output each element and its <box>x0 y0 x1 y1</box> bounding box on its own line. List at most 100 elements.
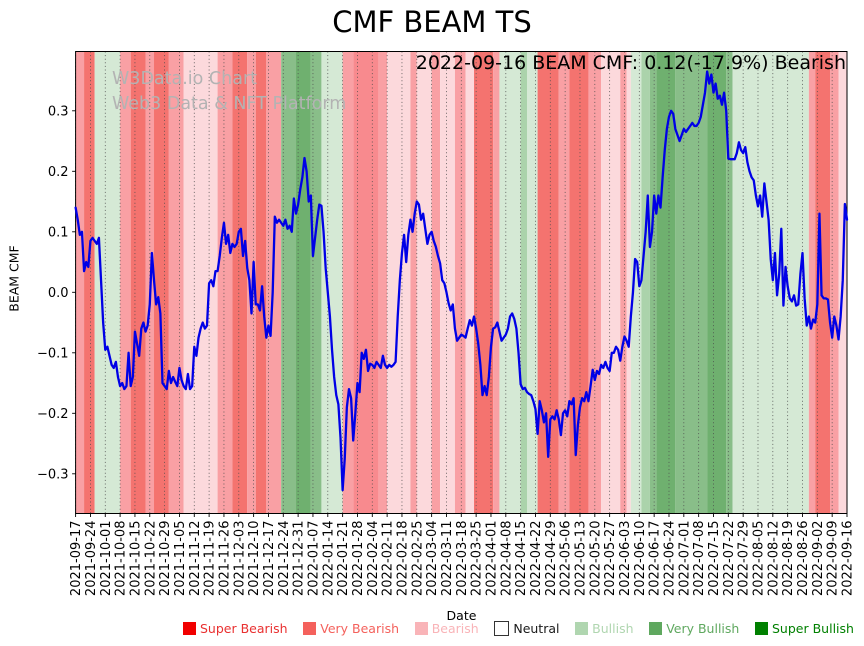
x-tick-label: 2022-08-19 <box>781 521 796 597</box>
sentiment-band-bearish_faint <box>626 51 631 514</box>
x-tick-label: 2021-09-17 <box>69 521 84 597</box>
sentiment-band-very_bearish <box>232 51 248 514</box>
sentiment-band-bearish <box>620 51 627 514</box>
cmf-line <box>74 70 849 492</box>
x-tick-label: 2022-01-07 <box>306 521 321 597</box>
x-tick-label: 2022-01-28 <box>351 521 366 597</box>
x-tick-label: 2022-02-11 <box>381 521 396 597</box>
sentiment-band-bearish <box>217 51 233 514</box>
x-tick-label: 2021-10-15 <box>128 521 143 597</box>
x-tick-label: 2021-10-22 <box>143 521 158 597</box>
x-tick-label: 2022-07-29 <box>737 521 752 597</box>
sentiment-band-bearish_faint <box>601 51 621 514</box>
legend-label: Very Bullish <box>666 621 740 636</box>
x-tick-label: 2021-11-26 <box>217 521 232 597</box>
y-tick-label: 0.2 <box>48 165 69 180</box>
sentiment-band-bearish <box>454 51 466 514</box>
latest-value-annotation: 2022-09-16 BEAM CMF: 0.12(-17.9%) Bearis… <box>415 52 846 74</box>
x-tick-label: 2022-05-06 <box>559 521 574 597</box>
legend-item-very-bearish: Very Bearish <box>303 621 399 636</box>
sentiment-band-bearish <box>120 51 131 514</box>
legend-label: Super Bearish <box>200 621 288 636</box>
x-tick-label: 2022-07-08 <box>692 521 707 597</box>
y-axis-label: BEAM CMF <box>6 245 22 312</box>
watermark: W3Data.io Chart Web3 Data & NFT Platform <box>112 67 346 117</box>
x-tick-label: 2021-11-12 <box>188 521 203 597</box>
legend-swatch <box>414 622 428 635</box>
legend-swatch <box>755 622 768 635</box>
x-tick-label: 2022-05-27 <box>603 521 618 597</box>
x-tick-label: 2022-09-09 <box>826 521 841 597</box>
x-tick-label: 2022-07-15 <box>707 521 722 597</box>
sentiment-band-very_bearish <box>474 51 494 514</box>
x-tick-label: 2022-02-04 <box>366 521 381 597</box>
sentiment-band-bullish_faint <box>321 51 343 514</box>
sentiment-band-very_bearish <box>815 51 831 514</box>
x-tick-label: 2021-12-31 <box>292 521 307 597</box>
x-tick-label: 2022-06-03 <box>618 521 633 597</box>
y-tick-label: −0.1 <box>37 346 69 361</box>
y-tick-label: −0.3 <box>37 467 69 482</box>
x-tick-label: 2021-10-29 <box>158 521 173 597</box>
x-tick-label: 2022-03-04 <box>425 521 440 597</box>
legend-item-bullish: Bullish <box>575 621 634 636</box>
sentiment-band-bullish <box>641 51 650 514</box>
x-tick-label: 2022-08-05 <box>751 521 766 597</box>
x-tick-label: 2022-08-12 <box>766 521 781 597</box>
x-tick-label: 2022-04-29 <box>544 521 559 597</box>
sentiment-legend: Super Bearish Very Bearish Bearish Neutral B… <box>183 621 854 636</box>
x-tick-label: 2021-12-24 <box>277 521 292 597</box>
x-tick-label: 2022-03-11 <box>440 521 455 597</box>
watermark-line-2: Web3 Data & NFT Platform <box>112 94 347 114</box>
sentiment-band-bullish_faint <box>732 51 809 514</box>
y-tick-label: −0.2 <box>37 407 69 422</box>
sentiment-band-bullish_faint <box>499 51 521 514</box>
legend-swatch <box>303 622 317 635</box>
legend-swatch <box>183 622 196 635</box>
sentiment-band-bearish_faint <box>416 51 432 514</box>
legend-swatch <box>649 622 663 635</box>
sentiment-band-bearish <box>342 51 354 514</box>
sentiment-band-very_bullish_strong <box>296 51 311 514</box>
sentiment-band-very_bearish <box>537 51 559 514</box>
sentiment-band-bullish_faint <box>630 51 642 514</box>
x-tick-label: 2022-08-26 <box>796 521 811 597</box>
legend-label: Very Bearish <box>320 621 400 636</box>
sentiment-band-very_bearish <box>569 51 589 514</box>
sentiment-band-very_bullish <box>310 51 322 514</box>
x-tick-label: 2022-05-20 <box>588 521 603 597</box>
sentiment-band-bullish_faint <box>94 51 121 514</box>
x-tick-label: 2022-01-14 <box>321 521 336 597</box>
x-tick-label: 2022-09-16 <box>841 521 856 597</box>
sentiment-band-very_bearish <box>154 51 169 514</box>
x-tick-label: 2022-04-22 <box>529 521 544 597</box>
sentiment-band-very_bullish <box>281 51 296 514</box>
x-tick-label: 2021-12-03 <box>232 521 247 597</box>
sentiment-band-very_bullish_strong <box>656 51 676 514</box>
sentiment-band-bearish <box>378 51 388 514</box>
x-tick-label: 2022-09-02 <box>811 521 826 597</box>
x-tick-label: 2021-09-24 <box>84 521 99 597</box>
x-tick-label: 2021-10-01 <box>99 521 114 597</box>
sentiment-band-very_bearish <box>130 51 146 514</box>
sentiment-band-very_bearish <box>84 51 95 514</box>
x-tick-label: 2022-05-13 <box>573 521 588 597</box>
x-tick-label: 2021-11-05 <box>173 521 188 597</box>
legend-item-super-bearish: Super Bearish <box>183 621 288 636</box>
x-tick-label: 2022-06-10 <box>633 521 648 597</box>
x-tick-label: 2021-12-10 <box>247 521 262 597</box>
x-tick-label: 2022-03-25 <box>470 521 485 597</box>
sentiment-band-very_bullish_strong <box>707 51 727 514</box>
sentiment-band-bearish <box>431 51 441 514</box>
x-tick-label: 2021-12-17 <box>262 521 277 597</box>
sentiment-band-very_bearish <box>255 51 267 514</box>
sentiment-band-very_bullish <box>649 51 657 514</box>
x-tick-label: 2022-06-17 <box>648 521 663 597</box>
y-tick-label: 0.3 <box>48 104 69 119</box>
watermark-line-1: W3Data.io Chart <box>112 69 258 89</box>
sentiment-band-very_bullish <box>726 51 733 514</box>
x-tick-label: 2022-04-08 <box>499 521 514 597</box>
legend-swatch <box>575 622 589 635</box>
